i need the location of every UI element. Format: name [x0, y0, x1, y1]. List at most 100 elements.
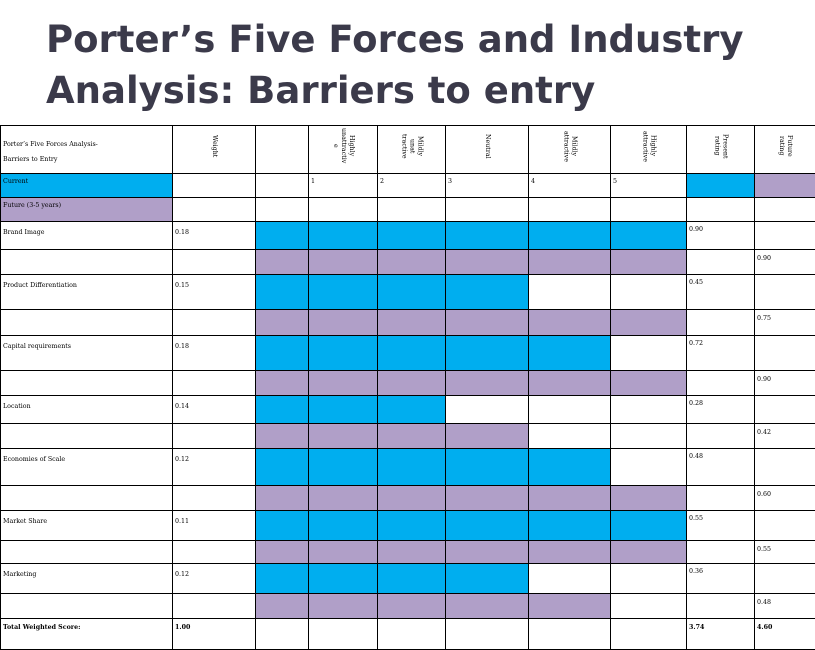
- factor-name: Economies of Scale: [1, 449, 173, 486]
- empty-cell: [611, 275, 687, 310]
- total-blank: [529, 619, 611, 650]
- factor-name: Location: [1, 396, 173, 424]
- future-rating: 0.55: [755, 541, 815, 564]
- header-label-line-2: Barriers to Entry: [3, 152, 170, 167]
- empty-cell: [611, 564, 687, 594]
- future-fill-cell: [256, 486, 309, 511]
- header-weight-text: Weight: [210, 128, 218, 164]
- factor-name: Market Share: [1, 511, 173, 541]
- current-fill-cell: [529, 336, 611, 371]
- empty-cell: [687, 371, 755, 396]
- current-fill-cell: [309, 511, 378, 541]
- factor-weight: 0.18: [173, 336, 256, 371]
- legend-current-weight: [173, 174, 256, 198]
- present-rating: 0.55: [687, 511, 755, 541]
- empty-cell: [173, 250, 256, 275]
- legend-present-swatch: [687, 174, 755, 198]
- factor-future-row: 0.55: [1, 541, 815, 564]
- empty-cell: [755, 222, 815, 250]
- future-rating: 0.48: [755, 594, 815, 619]
- factor-name: Product Differentiation: [1, 275, 173, 310]
- header-present-rating: Present rating: [687, 126, 755, 174]
- current-fill-cell: [446, 275, 529, 310]
- future-rating: 0.90: [755, 250, 815, 275]
- header-highly-unattractive: Highly unattractiv e: [309, 126, 378, 174]
- factor-future-row: 0.48: [1, 594, 815, 619]
- future-fill-cell: [378, 371, 446, 396]
- future-fill-cell: [529, 486, 611, 511]
- empty-cell: [529, 564, 611, 594]
- future-fill-cell: [309, 541, 378, 564]
- future-fill-cell: [529, 250, 611, 275]
- empty-cell: [611, 594, 687, 619]
- header-mildly-unattractive-text: Mildly unat tractive: [400, 128, 424, 164]
- future-fill-cell: [309, 486, 378, 511]
- future-fill-cell: [378, 594, 446, 619]
- factor-future-row: 0.60: [1, 486, 815, 511]
- current-fill-cell: [446, 336, 529, 371]
- present-rating: 0.72: [687, 336, 755, 371]
- empty-cell: [755, 511, 815, 541]
- header-label-line-1: Porter’s Five Forces Analysis-: [3, 137, 170, 152]
- total-blank: [256, 619, 309, 650]
- future-fill-cell: [256, 250, 309, 275]
- empty-cell: [611, 396, 687, 424]
- header-mildly-attractive: Mildly attractive: [529, 126, 611, 174]
- present-rating: 0.28: [687, 396, 755, 424]
- factor-future-row: 0.90: [1, 371, 815, 396]
- empty-cell: [611, 336, 687, 371]
- legend-future-cell: [755, 198, 815, 222]
- future-fill-cell: [378, 250, 446, 275]
- factor-name: Marketing: [1, 564, 173, 594]
- header-mildly-attractive-text: Mildly attractive: [562, 128, 578, 164]
- header-row: Porter’s Five Forces Analysis- Barriers …: [1, 126, 815, 174]
- header-blank: [256, 126, 309, 174]
- header-mildly-unattractive: Mildly unat tractive: [378, 126, 446, 174]
- legend-future-cell: [173, 198, 256, 222]
- legend-future-row: Future (3-5 years): [1, 198, 815, 222]
- future-fill-cell: [446, 486, 529, 511]
- current-fill-cell: [256, 336, 309, 371]
- empty-cell: [687, 424, 755, 449]
- factor-weight: 0.11: [173, 511, 256, 541]
- header-label-cell: Porter’s Five Forces Analysis- Barriers …: [1, 126, 173, 174]
- total-blank: [309, 619, 378, 650]
- legend-current-row: Current 1 2 3 4 5: [1, 174, 815, 198]
- future-fill-cell: [256, 424, 309, 449]
- legend-future-cell: [378, 198, 446, 222]
- empty-cell: [611, 449, 687, 486]
- header-future-rating-text: Future rating: [777, 128, 793, 164]
- current-fill-cell: [378, 336, 446, 371]
- empty-cell: [755, 336, 815, 371]
- current-fill-cell: [256, 449, 309, 486]
- future-fill-cell: [529, 310, 611, 336]
- empty-cell: [1, 371, 173, 396]
- future-fill-cell: [611, 310, 687, 336]
- empty-cell: [529, 424, 611, 449]
- future-rating: 0.60: [755, 486, 815, 511]
- current-fill-cell: [256, 222, 309, 250]
- empty-cell: [755, 564, 815, 594]
- future-fill-cell: [309, 594, 378, 619]
- future-fill-cell: [309, 250, 378, 275]
- future-fill-cell: [611, 486, 687, 511]
- current-fill-cell: [256, 511, 309, 541]
- header-neutral-text: Neutral: [483, 128, 491, 164]
- slide-title-line-2: Analysis: Barriers to entry: [46, 65, 806, 116]
- header-neutral: Neutral: [446, 126, 529, 174]
- current-fill-cell: [378, 449, 446, 486]
- future-fill-cell: [446, 424, 529, 449]
- legend-future-label: Future (3-5 years): [1, 198, 173, 222]
- legend-future-cell: [529, 198, 611, 222]
- factor-weight: 0.18: [173, 222, 256, 250]
- current-fill-cell: [378, 275, 446, 310]
- legend-future-cell: [309, 198, 378, 222]
- current-fill-cell: [611, 222, 687, 250]
- total-row: Total Weighted Score: 1.00 3.74 4.60: [1, 619, 815, 650]
- empty-cell: [1, 310, 173, 336]
- empty-cell: [1, 541, 173, 564]
